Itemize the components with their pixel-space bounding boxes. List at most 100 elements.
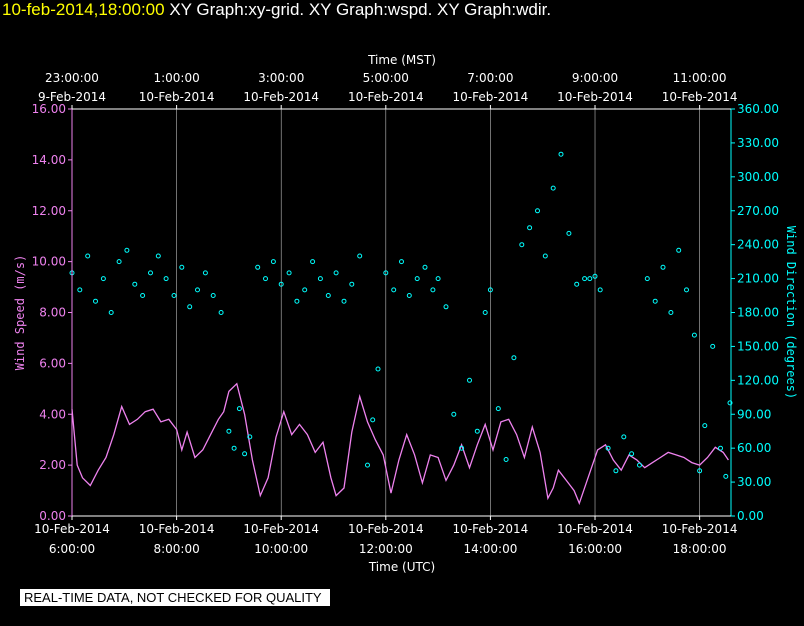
wind-direction-point (202, 270, 208, 276)
wind-direction-point (592, 273, 598, 279)
right-axis-tick-label: 60.00 (737, 441, 771, 455)
wind-direction-point (171, 293, 177, 298)
top-axis-tick-time: 3:00:00 (258, 71, 304, 85)
wind-direction-point (341, 298, 347, 304)
wind-direction-point (495, 406, 501, 412)
right-axis-tick-label: 330.00 (737, 136, 779, 150)
wind-direction-point (218, 310, 224, 315)
wind-direction-point (333, 270, 339, 276)
wind-direction-point (574, 281, 580, 287)
right-axis-tick-label: 210.00 (737, 272, 779, 286)
bottom-axis-tick-date: 10-Feb-2014 (662, 522, 738, 536)
wind-direction-point (668, 310, 674, 315)
wind-direction-point (195, 287, 200, 293)
wind-direction-point (566, 230, 572, 236)
top-axis-tick-time: 23:00:00 (45, 71, 99, 85)
wind-direction-point (697, 468, 703, 474)
top-axis-tick-date: 10-Feb-2014 (243, 90, 319, 104)
wind-direction-point (210, 293, 216, 298)
wind-direction-point (302, 287, 308, 293)
wind-direction-point (542, 253, 548, 259)
wind-direction-point (422, 264, 428, 270)
wind-direction-point (723, 473, 729, 479)
wind-direction-point (718, 445, 723, 451)
bottom-axis-tick-time: 16:00:00 (568, 542, 622, 556)
wind-direction-point (644, 276, 650, 282)
wind-direction-point (140, 293, 146, 298)
left-axis-tick-label: 6.00 (39, 356, 66, 370)
wind-direction-point (236, 406, 242, 412)
wind-direction-point (399, 259, 404, 265)
right-axis-tick-label: 360.00 (737, 102, 779, 116)
wind-direction-point (535, 208, 540, 214)
wind-direction-point (278, 281, 284, 287)
wind-direction-point (511, 355, 517, 361)
wind-direction-point (370, 417, 376, 423)
wind-direction-point (93, 298, 98, 304)
left-axis-tick-label: 0.00 (39, 509, 66, 523)
wind-direction-point (365, 462, 370, 468)
bottom-axis-tick-date: 10-Feb-2014 (243, 522, 319, 536)
wind-direction-point (325, 293, 331, 298)
wind-direction-point (443, 304, 449, 310)
top-axis-tick-time: 1:00:00 (153, 71, 199, 85)
wind-direction-point (684, 287, 689, 293)
left-axis-tick-label: 10.00 (32, 255, 66, 269)
wind-direction-point (108, 310, 114, 315)
wind-direction-point (613, 468, 619, 474)
right-axis-tick-label: 90.00 (737, 407, 771, 421)
right-axis-tick-label: 270.00 (737, 204, 779, 218)
top-axis-tick-time: 11:00:00 (673, 71, 727, 85)
wind-direction-point (467, 377, 472, 383)
wind-direction-point (286, 270, 292, 276)
wind-speed-line (71, 382, 729, 506)
wind-direction-point (310, 259, 316, 265)
chart-title: 10-feb-2014,18:00:00 XY Graph:xy-grid. X… (2, 0, 551, 20)
wind-direction-point (430, 287, 436, 293)
wind-direction-point (474, 428, 480, 434)
top-axis-tick-date: 10-Feb-2014 (662, 90, 738, 104)
right-axis-tick-label: 150.00 (737, 339, 779, 353)
wind-direction-point (451, 411, 457, 417)
bottom-axis-tick-time: 18:00:00 (673, 542, 727, 556)
wind-direction-point (527, 225, 533, 231)
wind-direction-point (587, 276, 593, 282)
top-axis-tick-date: 10-Feb-2014 (557, 90, 633, 104)
wind-direction-point (242, 451, 248, 457)
bottom-axis-tick-time: 14:00:00 (463, 542, 517, 556)
bottom-axis-tick-time: 12:00:00 (359, 542, 413, 556)
wind-direction-point (621, 434, 627, 440)
wind-direction-point (435, 276, 441, 282)
wind-direction-point (414, 276, 420, 282)
wind-direction-point (629, 451, 635, 457)
bottom-axis-tick-time: 10:00:00 (254, 542, 308, 556)
right-axis-label: Wind Direction (degrees) (784, 226, 798, 399)
wind-direction-point (702, 423, 708, 429)
left-axis-label: Wind Speed (m/s) (13, 255, 27, 371)
wind-direction-point (116, 259, 122, 265)
wind-direction-point (77, 287, 83, 293)
bottom-axis-tick-date: 10-Feb-2014 (139, 522, 215, 536)
wind-direction-point (247, 434, 253, 440)
wind-direction-point (255, 264, 261, 270)
wind-direction-point (148, 270, 153, 276)
wind-direction-point (597, 287, 603, 293)
left-axis-tick-label: 8.00 (39, 306, 66, 320)
wind-direction-point (132, 281, 138, 287)
wind-direction-point (226, 428, 232, 434)
top-axis-tick-time: 7:00:00 (467, 71, 513, 85)
title-timestamp: 10-feb-2014,18:00:00 (2, 0, 165, 19)
wind-direction-point (391, 287, 397, 293)
top-axis-tick-time: 9:00:00 (572, 71, 618, 85)
wind-direction-point (231, 445, 237, 451)
right-axis-tick-label: 30.00 (737, 475, 771, 489)
wind-direction-point (459, 445, 465, 451)
bottom-axis-tick-time: 8:00:00 (153, 542, 199, 556)
wind-direction-point (676, 247, 682, 253)
title-graph-list: XY Graph:xy-grid. XY Graph:wspd. XY Grap… (169, 0, 552, 19)
wind-direction-point (163, 276, 169, 282)
wind-direction-point (270, 259, 276, 265)
top-axis-tick-date: 10-Feb-2014 (139, 90, 215, 104)
wind-direction-point (691, 332, 697, 338)
